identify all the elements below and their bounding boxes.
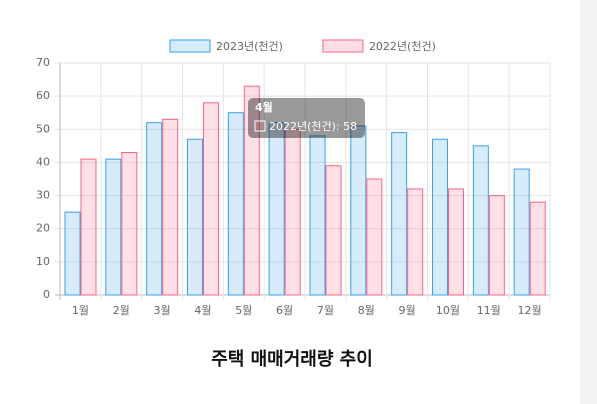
bar [448,188,464,296]
bar [407,188,424,296]
bar [350,125,367,296]
x-tick-label: 4월 [194,304,211,317]
bar [432,138,448,296]
bar [121,151,138,296]
y-tick-label: 0 [43,288,50,301]
bar [227,112,244,296]
x-tick-label: 7월 [317,304,334,317]
y-tick-label: 70 [36,56,50,69]
bar [325,165,342,296]
x-tick-label: 10월 [436,304,460,317]
tooltip-label: 2022년(천건): 58 [269,119,357,133]
x-tick-label: 6월 [276,304,293,317]
bar [472,145,489,296]
bar [513,168,530,296]
bar [529,201,546,296]
bar [243,85,260,296]
x-tick-label: 8월 [358,304,375,317]
y-tick-label: 60 [36,89,50,102]
bar [162,118,179,296]
y-tick-label: 30 [36,189,50,202]
bar [391,132,408,296]
legend-swatch [169,39,211,53]
bar [80,158,97,296]
x-tick-label: 2월 [113,304,130,317]
bar [187,138,203,296]
tooltip-title: 4월 [255,100,273,114]
x-tick-label: 5월 [235,304,252,317]
x-tick-label: 12월 [518,304,542,317]
tooltip-box [248,98,365,138]
y-tick-label: 40 [36,155,50,168]
legend-label: 2022년(천건) [369,39,436,53]
bar [268,122,285,296]
bar [488,195,505,296]
y-tick-label: 50 [36,122,50,135]
x-tick-label: 9월 [399,304,416,317]
chart-title: 주택 매매거래량 추이 [211,349,373,370]
x-tick-label: 3월 [154,304,171,317]
x-tick-label: 11월 [477,304,501,317]
bar [105,158,122,296]
y-tick-label: 10 [36,255,50,268]
y-tick-label: 20 [36,222,50,235]
legend-swatch [322,39,364,53]
bar [146,122,163,296]
tooltip-swatch [254,120,266,132]
legend-label: 2023년(천건) [216,39,283,53]
bar [203,102,219,296]
bar [309,135,326,296]
bar [284,128,301,296]
bar [366,178,383,296]
x-tick-label: 1월 [72,304,89,317]
card [0,0,580,404]
bar [64,211,81,296]
